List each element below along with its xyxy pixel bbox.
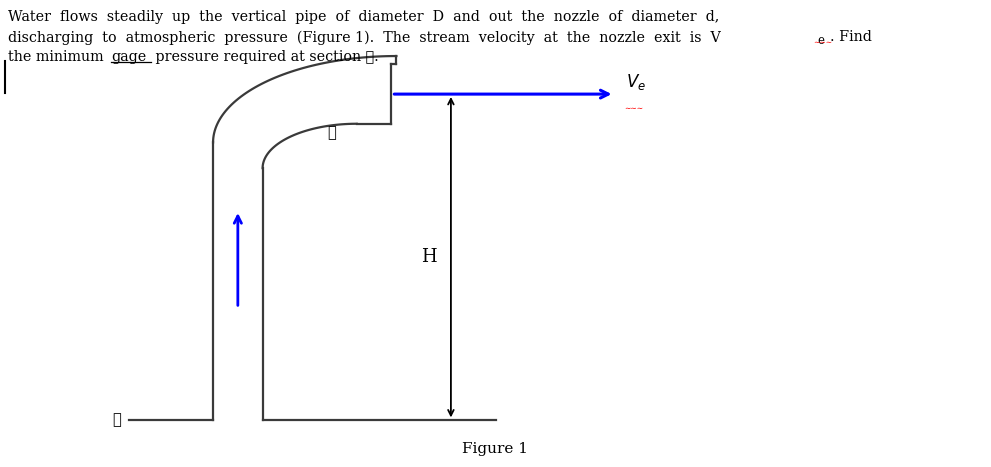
Text: gage: gage [111,50,147,64]
Text: . Find: . Find [830,30,872,44]
Text: ∼∼∼: ∼∼∼ [813,39,832,47]
Text: Figure 1: Figure 1 [463,442,528,456]
Text: the minimum: the minimum [8,50,108,64]
Text: $V_e$: $V_e$ [626,72,646,92]
Text: ∼∼∼: ∼∼∼ [624,104,643,113]
Text: ①: ① [113,413,121,427]
Text: Water  flows  steadily  up  the  vertical  pipe  of  diameter  D  and  out  the : Water flows steadily up the vertical pip… [8,10,719,24]
Text: discharging  to  atmospheric  pressure  (Figure 1).  The  stream  velocity  at  : discharging to atmospheric pressure (Fig… [8,30,720,45]
Text: pressure required at section ①.: pressure required at section ①. [151,50,379,64]
Text: e: e [817,34,825,47]
Text: H: H [421,248,437,266]
Text: ②: ② [328,126,336,140]
